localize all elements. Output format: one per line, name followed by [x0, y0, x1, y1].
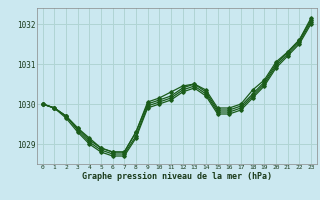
- X-axis label: Graphe pression niveau de la mer (hPa): Graphe pression niveau de la mer (hPa): [82, 172, 272, 181]
